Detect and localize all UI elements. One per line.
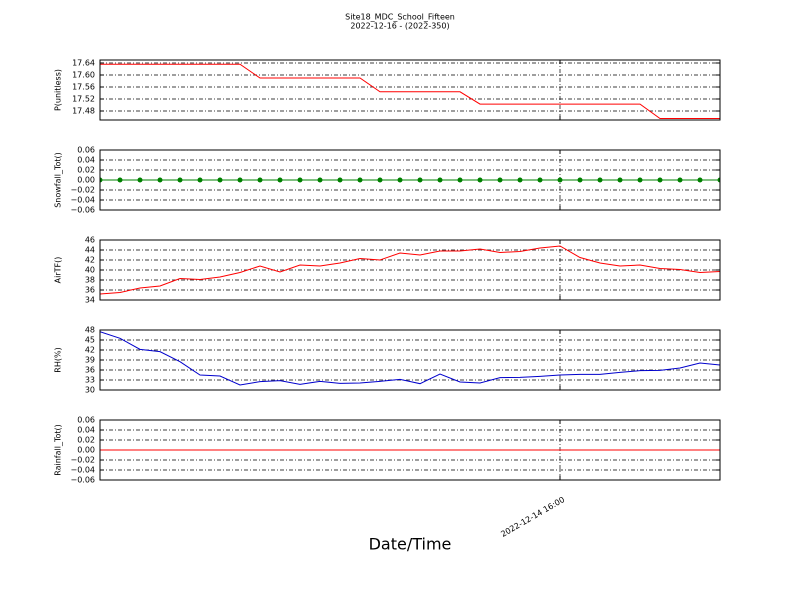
data-marker: [377, 177, 383, 183]
y-tick-label: 17.64: [72, 59, 95, 68]
figure-subtitle: 2022-12-16 - (2022-350): [350, 22, 449, 31]
y-tick-label: 0.00: [77, 446, 95, 455]
data-marker: [657, 177, 663, 183]
y-tick-label: 36: [85, 366, 95, 375]
data-marker: [237, 177, 243, 183]
y-tick-label: 0.06: [77, 146, 95, 155]
data-marker: [477, 177, 483, 183]
y-tick-label: 0.04: [77, 426, 95, 435]
y-tick-label: 42: [85, 346, 95, 355]
data-marker: [117, 177, 123, 183]
data-marker: [197, 177, 203, 183]
y-tick-label: 0.02: [77, 436, 95, 445]
y-tick-label: 0.06: [77, 416, 95, 425]
figure-title: Site18_MDC_School_Fifteen: [345, 13, 455, 22]
plot-frame: [99, 329, 721, 391]
y-axis-label: Snowfall_Tot(): [54, 152, 63, 208]
y-tick-label: 40: [85, 266, 95, 275]
plot-frame: [99, 59, 721, 121]
plot-frame: [99, 239, 721, 301]
y-axis-label: RH(%): [54, 347, 63, 372]
y-tick-label: 46: [85, 236, 95, 245]
data-line: [100, 63, 720, 119]
data-line: [100, 331, 720, 386]
data-marker: [337, 177, 343, 183]
y-tick-label: 34: [85, 296, 95, 305]
y-axis-label: P(unitless): [54, 69, 63, 111]
data-marker: [497, 177, 503, 183]
data-marker: [637, 177, 643, 183]
y-tick-label: 48: [85, 326, 95, 335]
data-marker: [697, 177, 703, 183]
data-marker: [297, 177, 303, 183]
data-marker: [100, 177, 103, 183]
y-tick-label: −0.06: [70, 206, 95, 215]
y-tick-label: −0.02: [70, 456, 95, 465]
data-marker: [157, 177, 163, 183]
y-tick-label: 17.48: [72, 107, 95, 116]
y-tick-label: −0.04: [70, 466, 95, 475]
y-tick-label: 17.56: [72, 83, 95, 92]
data-marker: [177, 177, 183, 183]
data-marker: [457, 177, 463, 183]
data-marker: [617, 177, 623, 183]
data-marker: [277, 177, 283, 183]
data-marker: [577, 177, 583, 183]
y-tick-label: 0.04: [77, 156, 95, 165]
plot-frame: [99, 149, 721, 211]
y-tick-label: 33: [85, 376, 95, 385]
data-marker: [517, 177, 523, 183]
y-tick-label: 0.02: [77, 166, 95, 175]
data-marker: [257, 177, 263, 183]
data-line: [100, 245, 720, 295]
data-marker: [597, 177, 603, 183]
y-tick-label: 30: [85, 386, 95, 395]
y-tick-label: 38: [85, 276, 95, 285]
y-tick-label: −0.02: [70, 186, 95, 195]
data-marker: [357, 177, 363, 183]
data-marker: [437, 177, 443, 183]
y-tick-label: 44: [85, 246, 95, 255]
data-marker: [217, 177, 223, 183]
data-marker: [717, 177, 720, 183]
data-marker: [137, 177, 143, 183]
y-tick-label: 42: [85, 256, 95, 265]
y-tick-label: 45: [85, 336, 95, 345]
plot-frame: [99, 419, 721, 481]
data-marker: [677, 177, 683, 183]
data-marker: [417, 177, 423, 183]
y-tick-label: 0.00: [77, 176, 95, 185]
y-tick-label: −0.06: [70, 476, 95, 485]
data-marker: [317, 177, 323, 183]
y-tick-label: 36: [85, 286, 95, 295]
y-tick-label: 17.52: [72, 95, 95, 104]
x-axis-label: Date/Time: [369, 535, 452, 554]
data-marker: [557, 177, 563, 183]
data-marker: [397, 177, 403, 183]
y-axis-label: Rainfall_Tot(): [54, 424, 63, 476]
data-marker: [537, 177, 543, 183]
y-tick-label: 39: [85, 356, 95, 365]
y-tick-label: −0.04: [70, 196, 95, 205]
y-tick-label: 17.60: [72, 71, 95, 80]
y-axis-label: AirTF(): [54, 257, 63, 284]
